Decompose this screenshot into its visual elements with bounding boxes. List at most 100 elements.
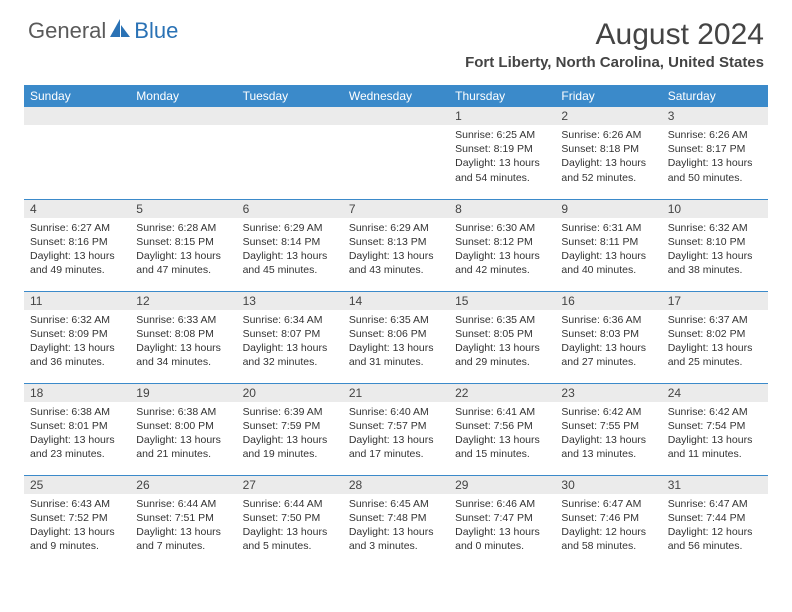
sunrise-text: Sunrise: 6:38 AM xyxy=(30,405,124,419)
daylight-line1: Daylight: 13 hours xyxy=(136,525,230,539)
day-details: Sunrise: 6:38 AMSunset: 8:00 PMDaylight:… xyxy=(130,402,236,465)
calendar-cell: 19Sunrise: 6:38 AMSunset: 8:00 PMDayligh… xyxy=(130,383,236,475)
sunrise-text: Sunrise: 6:44 AM xyxy=(136,497,230,511)
calendar-week: 4Sunrise: 6:27 AMSunset: 8:16 PMDaylight… xyxy=(24,199,768,291)
day-details: Sunrise: 6:41 AMSunset: 7:56 PMDaylight:… xyxy=(449,402,555,465)
day-number: 16 xyxy=(555,292,661,310)
daylight-line1: Daylight: 13 hours xyxy=(349,433,443,447)
day-number: 12 xyxy=(130,292,236,310)
day-details: Sunrise: 6:30 AMSunset: 8:12 PMDaylight:… xyxy=(449,218,555,281)
daylight-line2: and 3 minutes. xyxy=(349,539,443,553)
calendar-cell: 10Sunrise: 6:32 AMSunset: 8:10 PMDayligh… xyxy=(662,199,768,291)
daylight-line2: and 27 minutes. xyxy=(561,355,655,369)
daylight-line1: Daylight: 13 hours xyxy=(455,341,549,355)
brand-logo: General Blue xyxy=(28,18,178,44)
day-number: 15 xyxy=(449,292,555,310)
day-number: 1 xyxy=(449,107,555,125)
day-details: Sunrise: 6:38 AMSunset: 8:01 PMDaylight:… xyxy=(24,402,130,465)
day-details: Sunrise: 6:44 AMSunset: 7:51 PMDaylight:… xyxy=(130,494,236,557)
daylight-line2: and 58 minutes. xyxy=(561,539,655,553)
daylight-line1: Daylight: 13 hours xyxy=(561,249,655,263)
calendar-cell xyxy=(343,107,449,199)
calendar-cell: 21Sunrise: 6:40 AMSunset: 7:57 PMDayligh… xyxy=(343,383,449,475)
day-details: Sunrise: 6:32 AMSunset: 8:09 PMDaylight:… xyxy=(24,310,130,373)
day-header: Thursday xyxy=(449,85,555,107)
sunrise-text: Sunrise: 6:42 AM xyxy=(561,405,655,419)
day-number-empty xyxy=(237,107,343,125)
sunrise-text: Sunrise: 6:35 AM xyxy=(455,313,549,327)
day-details: Sunrise: 6:29 AMSunset: 8:14 PMDaylight:… xyxy=(237,218,343,281)
day-details: Sunrise: 6:47 AMSunset: 7:44 PMDaylight:… xyxy=(662,494,768,557)
calendar-grid: SundayMondayTuesdayWednesdayThursdayFrid… xyxy=(24,85,768,567)
page-header: General Blue August 2024 Fort Liberty, N… xyxy=(0,0,792,79)
daylight-line2: and 15 minutes. xyxy=(455,447,549,461)
daylight-line1: Daylight: 13 hours xyxy=(136,249,230,263)
day-number: 5 xyxy=(130,200,236,218)
daylight-line1: Daylight: 13 hours xyxy=(561,156,655,170)
daylight-line1: Daylight: 13 hours xyxy=(136,341,230,355)
day-details: Sunrise: 6:45 AMSunset: 7:48 PMDaylight:… xyxy=(343,494,449,557)
day-details: Sunrise: 6:42 AMSunset: 7:54 PMDaylight:… xyxy=(662,402,768,465)
day-number-empty xyxy=(343,107,449,125)
sunrise-text: Sunrise: 6:33 AM xyxy=(136,313,230,327)
daylight-line1: Daylight: 13 hours xyxy=(561,433,655,447)
daylight-line1: Daylight: 13 hours xyxy=(668,433,762,447)
day-details: Sunrise: 6:26 AMSunset: 8:18 PMDaylight:… xyxy=(555,125,661,188)
calendar-cell: 15 Sunrise: 6:35 AMSunset: 8:05 PMDayligh… xyxy=(449,291,555,383)
sunrise-text: Sunrise: 6:26 AM xyxy=(668,128,762,142)
calendar-cell: 6Sunrise: 6:29 AMSunset: 8:14 PMDaylight… xyxy=(237,199,343,291)
day-number: 14 xyxy=(343,292,449,310)
sunset-text: Sunset: 7:57 PM xyxy=(349,419,443,433)
day-number: 2 xyxy=(555,107,661,125)
daylight-line1: Daylight: 13 hours xyxy=(349,249,443,263)
calendar-cell: 24Sunrise: 6:42 AMSunset: 7:54 PMDayligh… xyxy=(662,383,768,475)
day-details: Sunrise: 6:29 AMSunset: 8:13 PMDaylight:… xyxy=(343,218,449,281)
daylight-line2: and 50 minutes. xyxy=(668,171,762,185)
sunset-text: Sunset: 8:08 PM xyxy=(136,327,230,341)
sunset-text: Sunset: 8:10 PM xyxy=(668,235,762,249)
calendar-cell: 25Sunrise: 6:43 AMSunset: 7:52 PMDayligh… xyxy=(24,475,130,567)
calendar-cell: 20Sunrise: 6:39 AMSunset: 7:59 PMDayligh… xyxy=(237,383,343,475)
sunset-text: Sunset: 7:46 PM xyxy=(561,511,655,525)
calendar-cell: 14Sunrise: 6:35 AMSunset: 8:06 PMDayligh… xyxy=(343,291,449,383)
day-header: Monday xyxy=(130,85,236,107)
day-number: 27 xyxy=(237,476,343,494)
daylight-line1: Daylight: 13 hours xyxy=(561,341,655,355)
calendar-cell: 12 Sunrise: 6:33 AMSunset: 8:08 PMDayligh… xyxy=(130,291,236,383)
daylight-line1: Daylight: 13 hours xyxy=(668,156,762,170)
sunset-text: Sunset: 7:48 PM xyxy=(349,511,443,525)
sunrise-text: Sunrise: 6:31 AM xyxy=(561,221,655,235)
day-details: Sunrise: 6:36 AMSunset: 8:03 PMDaylight:… xyxy=(555,310,661,373)
brand-sail-icon xyxy=(110,19,132,44)
day-details: Sunrise: 6:46 AMSunset: 7:47 PMDaylight:… xyxy=(449,494,555,557)
sunset-text: Sunset: 8:05 PM xyxy=(455,327,549,341)
calendar-cell: 31Sunrise: 6:47 AMSunset: 7:44 PMDayligh… xyxy=(662,475,768,567)
day-number: 17 xyxy=(662,292,768,310)
calendar-cell: 2Sunrise: 6:26 AMSunset: 8:18 PMDaylight… xyxy=(555,107,661,199)
calendar-cell: 13Sunrise: 6:34 AMSunset: 8:07 PMDayligh… xyxy=(237,291,343,383)
daylight-line2: and 29 minutes. xyxy=(455,355,549,369)
day-number: 26 xyxy=(130,476,236,494)
brand-part2: Blue xyxy=(134,18,178,44)
sunrise-text: Sunrise: 6:47 AM xyxy=(668,497,762,511)
daylight-line2: and 34 minutes. xyxy=(136,355,230,369)
sunset-text: Sunset: 8:14 PM xyxy=(243,235,337,249)
calendar-cell: 28Sunrise: 6:45 AMSunset: 7:48 PMDayligh… xyxy=(343,475,449,567)
sunrise-text: Sunrise: 6:42 AM xyxy=(668,405,762,419)
daylight-line1: Daylight: 13 hours xyxy=(455,249,549,263)
daylight-line2: and 56 minutes. xyxy=(668,539,762,553)
month-title: August 2024 xyxy=(465,18,764,52)
sunrise-text: Sunrise: 6:25 AM xyxy=(455,128,549,142)
daylight-line2: and 0 minutes. xyxy=(455,539,549,553)
daylight-line1: Daylight: 13 hours xyxy=(455,156,549,170)
day-number: 28 xyxy=(343,476,449,494)
daylight-line1: Daylight: 13 hours xyxy=(243,433,337,447)
day-number: 29 xyxy=(449,476,555,494)
daylight-line1: Daylight: 13 hours xyxy=(455,525,549,539)
day-details: Sunrise: 6:44 AMSunset: 7:50 PMDaylight:… xyxy=(237,494,343,557)
day-number: 19 xyxy=(130,384,236,402)
calendar-cell: 5Sunrise: 6:28 AMSunset: 8:15 PMDaylight… xyxy=(130,199,236,291)
sunset-text: Sunset: 8:03 PM xyxy=(561,327,655,341)
day-details: Sunrise: 6:28 AMSunset: 8:15 PMDaylight:… xyxy=(130,218,236,281)
sunrise-text: Sunrise: 6:32 AM xyxy=(30,313,124,327)
